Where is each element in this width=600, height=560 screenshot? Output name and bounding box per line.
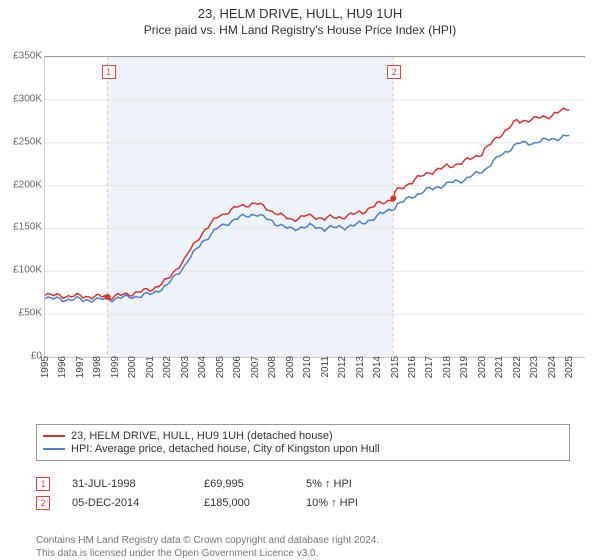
legend: 23, HELM DRIVE, HULL, HU9 1UH (detached … (36, 424, 570, 461)
y-tick-label: £50K (19, 308, 42, 319)
x-tick-label: 2014 (372, 356, 383, 402)
x-tick-label: 2012 (337, 356, 348, 402)
x-tick-label: 1996 (57, 356, 68, 402)
y-tick-label: £300K (13, 93, 42, 104)
x-tick-label: 2003 (180, 356, 191, 402)
x-tick-label: 2009 (285, 356, 296, 402)
sale-hpi-delta: 5% ↑ HPI (306, 478, 416, 490)
footer-attribution: Contains HM Land Registry data © Crown c… (36, 534, 379, 560)
legend-label: HPI: Average price, detached house, City… (71, 443, 380, 455)
x-tick-label: 2018 (442, 356, 453, 402)
sale-marker-icon: 2 (36, 496, 50, 510)
legend-label: 23, HELM DRIVE, HULL, HU9 1UH (detached … (71, 430, 333, 442)
x-tick-label: 2016 (407, 356, 418, 402)
y-axis-labels: £0£50K£100K£150K£200K£250K£300K£350K (0, 56, 44, 356)
y-tick-label: £150K (13, 222, 42, 233)
y-tick-label: £350K (13, 51, 42, 62)
x-tick-label: 2005 (215, 356, 226, 402)
sale-marker-2: 2 (387, 65, 401, 79)
x-tick-label: 2013 (355, 356, 366, 402)
legend-row: 23, HELM DRIVE, HULL, HU9 1UH (detached … (43, 430, 563, 442)
x-tick-label: 2020 (477, 356, 488, 402)
x-tick-label: 2002 (162, 356, 173, 402)
sale-price: £185,000 (204, 497, 284, 509)
x-tick-label: 2011 (320, 356, 331, 402)
sale-date: 05-DEC-2014 (72, 497, 182, 509)
y-tick-label: £250K (13, 136, 42, 147)
sale-date: 31-JUL-1998 (72, 478, 182, 490)
x-tick-label: 1995 (40, 356, 51, 402)
x-tick-label: 2017 (424, 356, 435, 402)
chart-title: 23, HELM DRIVE, HULL, HU9 1UH (0, 6, 600, 21)
sale-row: 2 05-DEC-2014 £185,000 10% ↑ HPI (36, 496, 416, 510)
sale-marker-1: 1 (102, 65, 116, 79)
legend-row: HPI: Average price, detached house, City… (43, 443, 563, 455)
x-tick-label: 2021 (494, 356, 505, 402)
x-tick-label: 2004 (197, 356, 208, 402)
x-tick-label: 2006 (232, 356, 243, 402)
x-tick-label: 1997 (75, 356, 86, 402)
sale-marker-icon: 1 (36, 477, 50, 491)
y-tick-label: £200K (13, 179, 42, 190)
sale-price: £69,995 (204, 478, 284, 490)
x-tick-label: 1999 (110, 356, 121, 402)
sale-hpi-delta: 10% ↑ HPI (306, 497, 416, 509)
x-tick-label: 2007 (250, 356, 261, 402)
sales-table: 1 31-JUL-1998 £69,995 5% ↑ HPI 2 05-DEC-2014 £… (36, 472, 416, 515)
x-tick-label: 2000 (127, 356, 138, 402)
x-tick-label: 2010 (302, 356, 313, 402)
chart-subtitle: Price paid vs. HM Land Registry's House … (0, 23, 600, 37)
plot-area: 12 (44, 56, 585, 358)
x-tick-label: 2015 (390, 356, 401, 402)
legend-swatch (43, 448, 65, 450)
x-tick-label: 2024 (547, 356, 558, 402)
x-tick-label: 2025 (564, 356, 575, 402)
x-tick-label: 2022 (512, 356, 523, 402)
chart-svg (45, 57, 585, 357)
x-tick-label: 2023 (529, 356, 540, 402)
sale-row: 1 31-JUL-1998 £69,995 5% ↑ HPI (36, 477, 416, 491)
x-axis-labels: 1995199619971998199920002001200220032004… (44, 356, 584, 416)
x-tick-label: 1998 (92, 356, 103, 402)
x-tick-label: 2008 (267, 356, 278, 402)
legend-swatch (43, 435, 65, 437)
chart-area: £0£50K£100K£150K£200K£250K£300K£350K 12 … (0, 56, 600, 376)
footer-line-2: This data is licensed under the Open Gov… (36, 547, 379, 560)
footer-line-1: Contains HM Land Registry data © Crown c… (36, 534, 379, 547)
x-tick-label: 2019 (459, 356, 470, 402)
y-tick-label: £100K (13, 265, 42, 276)
x-tick-label: 2001 (145, 356, 156, 402)
